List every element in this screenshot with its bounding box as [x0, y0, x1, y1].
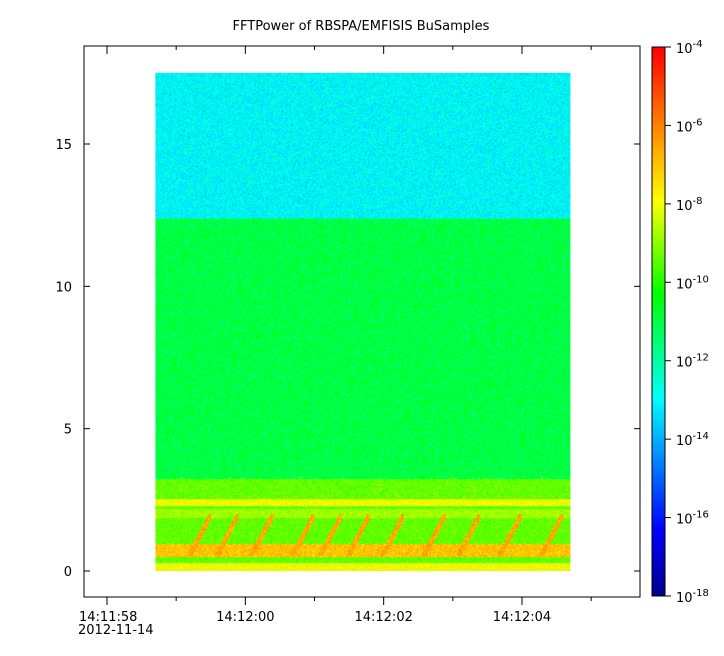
- colorbar-tick-label: 10-12: [676, 353, 709, 371]
- y-tick-label: 0: [64, 565, 72, 580]
- y-tick-label: 5: [64, 423, 72, 438]
- plot-area: [83, 45, 641, 598]
- x-axis: 14:11:58 14:12:00 14:12:02 14:12:04: [79, 46, 592, 625]
- date-label: 2012-11-14: [78, 623, 154, 638]
- colorbar-tick-label: 10-18: [676, 588, 709, 606]
- x-tick-label: 14:12:02: [354, 610, 412, 625]
- y-tick-label: 15: [55, 138, 72, 153]
- colorbar-tick-label: 10-6: [676, 117, 703, 135]
- y-axis: 0 5 10 15: [55, 138, 640, 580]
- colorbar-frame: [651, 46, 666, 597]
- spectrogram-heatmap: [155, 72, 571, 571]
- colorbar-ticks: 10-4 10-6 10-8 10-10 10-12 10-14 10-16 10-18: [665, 39, 709, 606]
- chart-title: FFTPower of RBSPA/EMFISIS BuSamples: [233, 19, 490, 34]
- x-tick-label: 14:12:00: [216, 610, 274, 625]
- y-tick-label: 10: [55, 280, 72, 295]
- x-tick-label: 14:11:58: [79, 610, 137, 625]
- colorbar-tick-label: 10-16: [676, 510, 709, 528]
- colorbar-tick-label: 10-10: [676, 274, 709, 292]
- colorbar-tick-label: 10-8: [676, 196, 703, 214]
- colorbar-gradient: [652, 47, 665, 596]
- colorbar-tick-label: 10-14: [676, 431, 709, 449]
- colorbar-tick-label: 10-4: [676, 39, 703, 57]
- x-tick-label: 14:12:04: [493, 610, 551, 625]
- colorbar: 10-4 10-6 10-8 10-10 10-12 10-14 10-16 10-18: [651, 39, 709, 606]
